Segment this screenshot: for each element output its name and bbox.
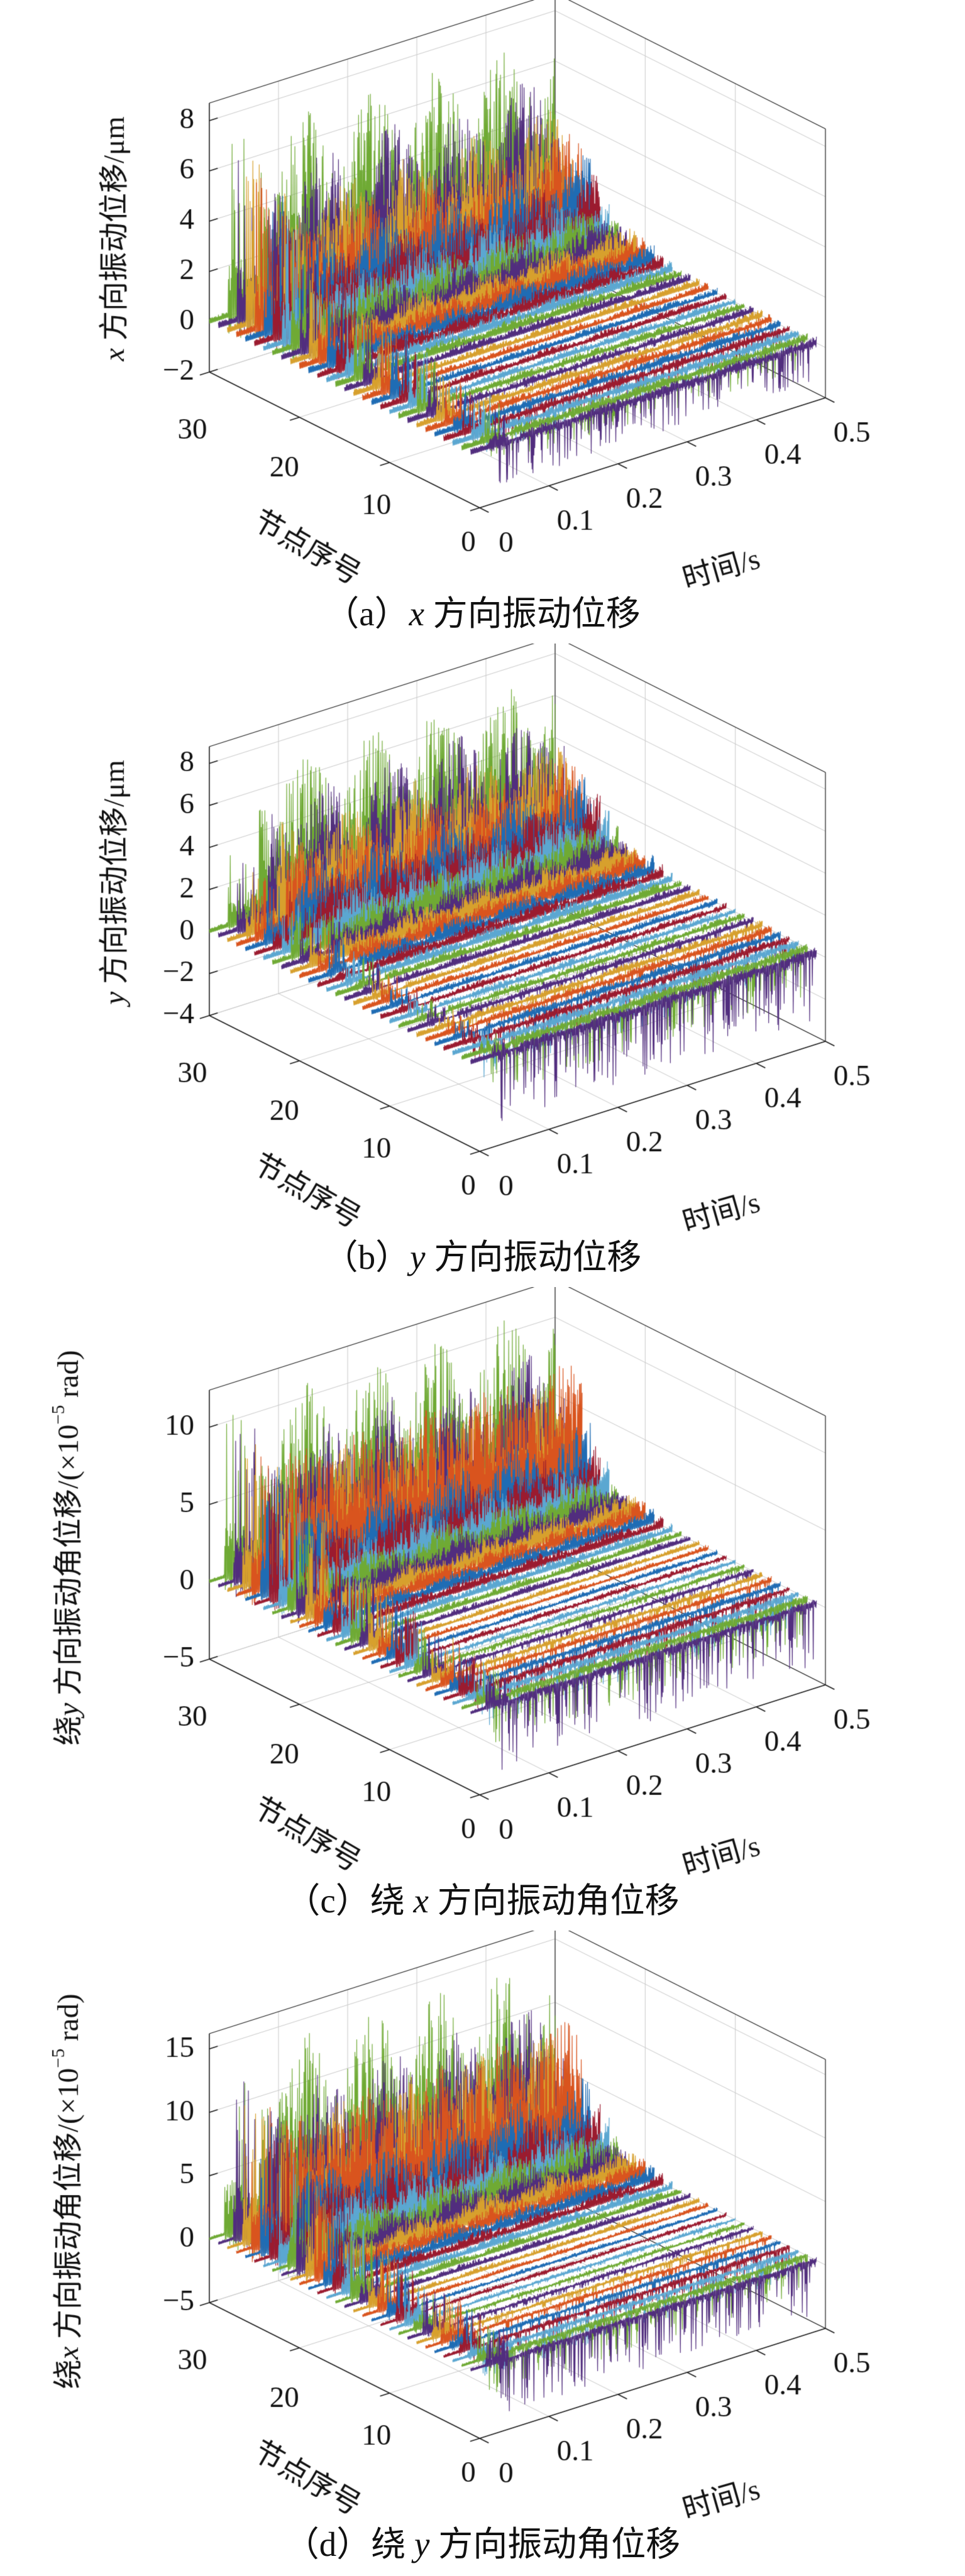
chart-canvas-b	[0, 644, 965, 1233]
chart-caption-d: （d）绕 y 方向振动角位移	[284, 2525, 681, 2563]
chart-canvas-d	[0, 1931, 965, 2520]
chart-caption-a: （a）x 方向振动位移	[324, 595, 641, 633]
subplot-b: （b）y 方向振动位移	[0, 644, 965, 1287]
subplot-a: （a）x 方向振动位移	[0, 0, 965, 644]
subplot-c: （c）绕 x 方向振动角位移	[0, 1287, 965, 1931]
subplot-d: （d）绕 y 方向振动角位移	[0, 1931, 965, 2574]
chart-caption-c: （c）绕 x 方向振动角位移	[285, 1882, 680, 1920]
chart-canvas-c	[0, 1287, 965, 1877]
chart-canvas-a	[0, 0, 965, 589]
chart-caption-b: （b）y 方向振动位移	[323, 1238, 642, 1276]
